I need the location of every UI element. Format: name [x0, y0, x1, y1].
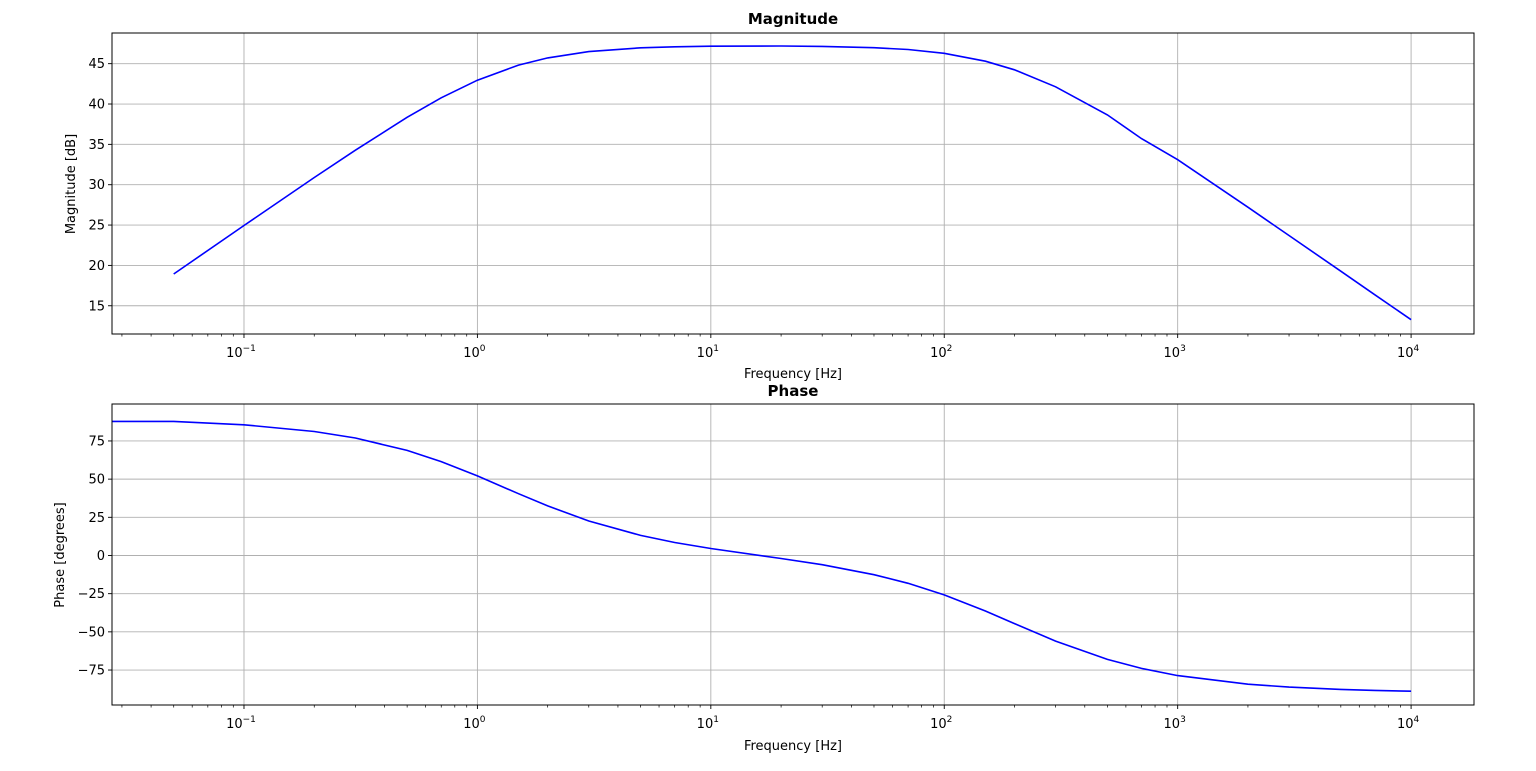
- magnitude-series-line: [173, 45, 1412, 321]
- magnitude-data-point: [1247, 206, 1249, 208]
- magnitude-y-tick-label: 35: [88, 138, 105, 153]
- phase-xlabel: Frequency [Hz]: [744, 739, 842, 754]
- phase-data-point: [1055, 640, 1057, 642]
- phase-data-point: [440, 461, 442, 463]
- magnitude-data-point: [780, 45, 782, 47]
- magnitude-data-point: [873, 47, 875, 49]
- phase-data-point: [547, 505, 549, 507]
- magnitude-data-point: [1410, 319, 1412, 321]
- magnitude-data-point: [406, 117, 408, 119]
- magnitude-data-point: [640, 47, 642, 49]
- magnitude-data-point: [477, 79, 479, 81]
- phase-x-tick-label: 102: [930, 715, 952, 732]
- magnitude-data-point: [943, 53, 945, 55]
- magnitude-data-point: [243, 225, 245, 227]
- magnitude-data-point: [173, 273, 175, 275]
- magnitude-data-point: [1340, 270, 1342, 272]
- magnitude-x-tick-label: 102: [930, 344, 952, 361]
- magnitude-data-point: [440, 97, 442, 99]
- magnitude-data-point: [710, 45, 712, 47]
- phase-y-tick-label: 25: [88, 511, 105, 526]
- phase-x-tick-label: 103: [1164, 715, 1186, 732]
- phase-data-point: [780, 558, 782, 560]
- magnitude-axes-frame: [111, 32, 1475, 335]
- phase-data-point: [313, 431, 315, 433]
- phase-x-tick-label: 101: [697, 715, 719, 732]
- phase-data-point: [1340, 689, 1342, 691]
- magnitude-y-tick-label: 15: [88, 299, 105, 314]
- magnitude-data-point: [313, 177, 315, 179]
- magnitude-y-tick-label: 25: [88, 219, 105, 234]
- magnitude-data-point: [1141, 138, 1143, 140]
- magnitude-data-point: [547, 57, 549, 59]
- magnitude-y-tick-label: 30: [88, 178, 105, 193]
- phase-title: Phase: [768, 382, 819, 400]
- magnitude-data-point: [518, 64, 520, 66]
- magnitude-data-point: [588, 51, 590, 53]
- magnitude-data-point: [1288, 235, 1290, 237]
- phase-data-point: [173, 421, 175, 423]
- phase-data-point: [1177, 675, 1179, 677]
- phase-data-point: [907, 583, 909, 585]
- phase-y-tick-label: −50: [78, 625, 105, 640]
- magnitude-data-point: [1055, 86, 1057, 88]
- phase-data-point: [477, 475, 479, 477]
- phase-x-tick-label: 104: [1397, 715, 1420, 732]
- phase-data-point: [1288, 686, 1290, 688]
- phase-y-tick-label: −25: [78, 587, 105, 602]
- magnitude-y-tick-label: 45: [88, 57, 105, 72]
- phase-data-point: [355, 437, 357, 439]
- phase-y-tick-label: −75: [78, 664, 105, 679]
- magnitude-title: Magnitude: [748, 10, 838, 28]
- phase-data-point: [1107, 659, 1109, 661]
- magnitude-data-point: [907, 49, 909, 51]
- phase-data-point: [1014, 623, 1016, 625]
- magnitude-x-tick-label: 104: [1397, 344, 1420, 361]
- magnitude-data-point: [355, 149, 357, 151]
- magnitude-data-point: [985, 60, 987, 62]
- phase-x-tick-label: 10−1: [226, 715, 256, 732]
- magnitude-data-point: [1374, 294, 1376, 296]
- phase-data-point: [640, 535, 642, 537]
- magnitude-y-tick-label: 40: [88, 98, 105, 113]
- phase-x-tick-label: 100: [463, 715, 486, 732]
- phase-axes: Phase Frequency [Hz] Phase [degrees] 10−…: [53, 382, 1475, 754]
- phase-y-tick-label: 50: [88, 473, 105, 488]
- phase-data-point: [1247, 683, 1249, 685]
- magnitude-data-point: [1177, 159, 1179, 161]
- phase-data-point: [985, 610, 987, 612]
- phase-axes-frame: [111, 403, 1475, 706]
- magnitude-data-point: [1107, 114, 1109, 116]
- magnitude-x-tick-label: 103: [1164, 344, 1186, 361]
- phase-ylabel: Phase [degrees]: [53, 502, 68, 607]
- phase-data-point: [518, 493, 520, 495]
- phase-series-line: [112, 420, 1412, 692]
- magnitude-y-tick-label: 20: [88, 259, 105, 274]
- phase-data-point: [943, 594, 945, 596]
- magnitude-xlabel: Frequency [Hz]: [744, 367, 842, 382]
- magnitude-x-tick-label: 10−1: [226, 344, 256, 361]
- phase-y-tick-label: 75: [88, 434, 105, 449]
- phase-data-point: [406, 450, 408, 452]
- phase-data-point: [674, 542, 676, 544]
- phase-y-tick-label: 0: [97, 549, 105, 564]
- magnitude-data-point: [674, 46, 676, 48]
- magnitude-x-tick-label: 101: [697, 344, 719, 361]
- phase-data-point: [821, 564, 823, 566]
- magnitude-x-tick-label: 100: [463, 344, 486, 361]
- phase-data-point: [243, 424, 245, 426]
- phase-data-point: [710, 548, 712, 550]
- magnitude-ylabel: Magnitude [dB]: [64, 134, 79, 234]
- phase-data-point: [873, 574, 875, 576]
- phase-data-point: [1374, 690, 1376, 692]
- magnitude-axes: Magnitude Frequency [Hz] Magnitude [dB] …: [64, 10, 1475, 382]
- phase-data-point: [588, 520, 590, 522]
- phase-data-point: [1141, 668, 1143, 670]
- magnitude-data-point: [1014, 69, 1016, 71]
- phase-data-point: [1410, 690, 1412, 692]
- magnitude-data-point: [821, 46, 823, 48]
